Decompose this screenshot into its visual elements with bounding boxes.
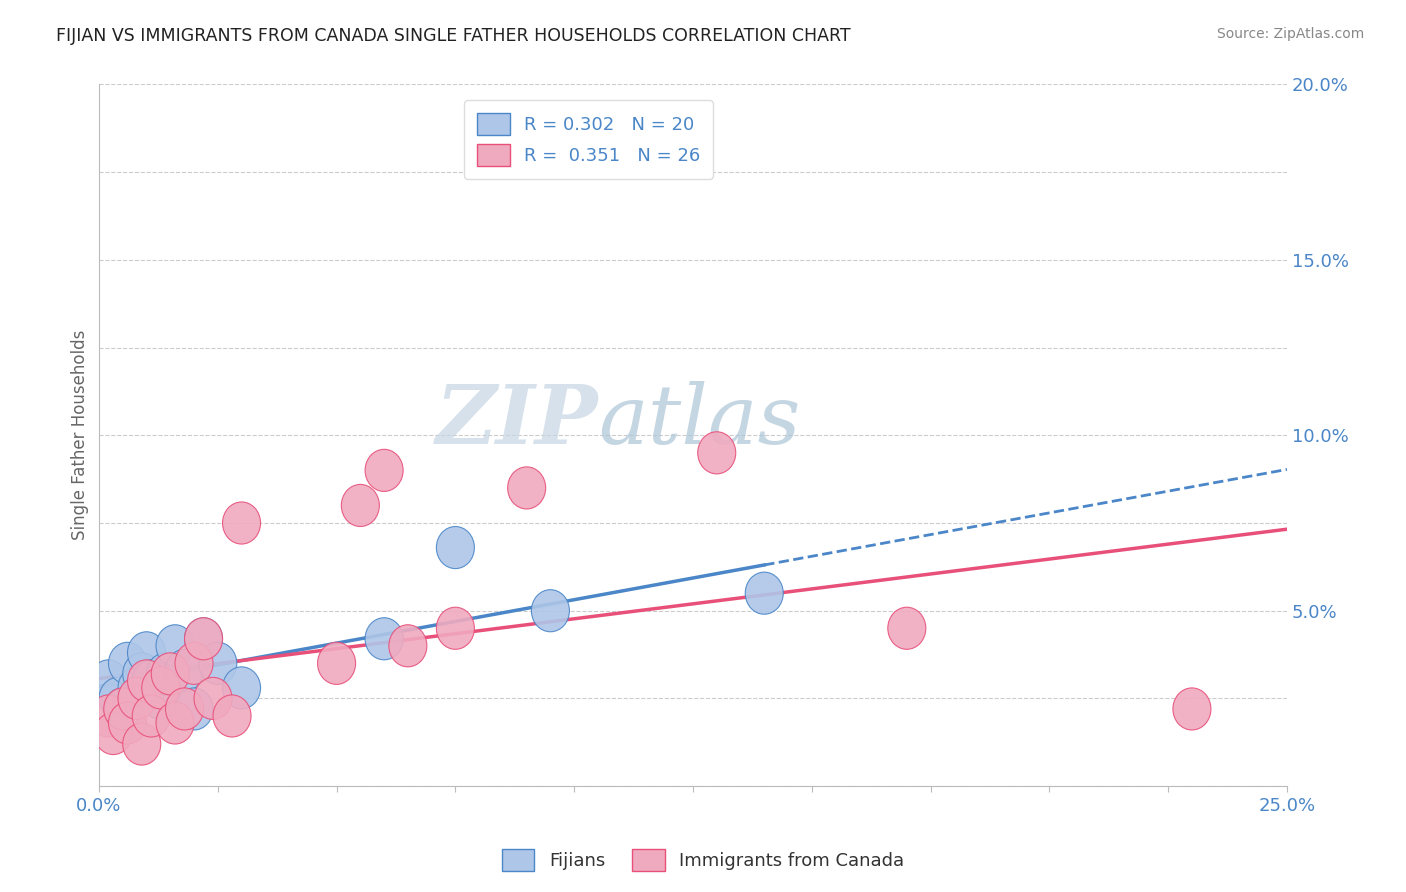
Ellipse shape	[156, 624, 194, 667]
Ellipse shape	[174, 642, 214, 684]
Ellipse shape	[104, 688, 142, 730]
Ellipse shape	[128, 660, 166, 702]
Legend: R = 0.302   N = 20, R =  0.351   N = 26: R = 0.302 N = 20, R = 0.351 N = 26	[464, 101, 713, 178]
Ellipse shape	[745, 572, 783, 615]
Ellipse shape	[132, 695, 170, 737]
Ellipse shape	[184, 618, 222, 660]
Ellipse shape	[118, 667, 156, 709]
Text: ZIP: ZIP	[436, 381, 598, 461]
Text: FIJIAN VS IMMIGRANTS FROM CANADA SINGLE FATHER HOUSEHOLDS CORRELATION CHART: FIJIAN VS IMMIGRANTS FROM CANADA SINGLE …	[56, 27, 851, 45]
Ellipse shape	[94, 713, 132, 755]
Ellipse shape	[214, 695, 252, 737]
Ellipse shape	[318, 642, 356, 684]
Ellipse shape	[366, 450, 404, 491]
Ellipse shape	[1173, 688, 1211, 730]
Ellipse shape	[122, 653, 160, 695]
Ellipse shape	[166, 688, 204, 730]
Ellipse shape	[697, 432, 735, 474]
Ellipse shape	[887, 607, 925, 649]
Ellipse shape	[122, 723, 160, 765]
Ellipse shape	[222, 667, 260, 709]
Ellipse shape	[184, 618, 222, 660]
Ellipse shape	[104, 688, 142, 730]
Ellipse shape	[142, 677, 180, 720]
Ellipse shape	[166, 649, 204, 691]
Ellipse shape	[90, 660, 128, 702]
Ellipse shape	[98, 677, 136, 720]
Ellipse shape	[198, 642, 236, 684]
Ellipse shape	[436, 526, 474, 568]
Ellipse shape	[108, 642, 146, 684]
Text: Source: ZipAtlas.com: Source: ZipAtlas.com	[1216, 27, 1364, 41]
Y-axis label: Single Father Households: Single Father Households	[72, 330, 89, 541]
Ellipse shape	[146, 653, 184, 695]
Ellipse shape	[142, 667, 180, 709]
Legend: Fijians, Immigrants from Canada: Fijians, Immigrants from Canada	[495, 842, 911, 879]
Ellipse shape	[132, 660, 170, 702]
Ellipse shape	[194, 677, 232, 720]
Ellipse shape	[152, 653, 190, 695]
Ellipse shape	[508, 467, 546, 509]
Ellipse shape	[436, 607, 474, 649]
Ellipse shape	[222, 502, 260, 544]
Ellipse shape	[389, 624, 427, 667]
Ellipse shape	[531, 590, 569, 632]
Ellipse shape	[108, 702, 146, 744]
Text: atlas: atlas	[598, 381, 800, 461]
Ellipse shape	[366, 618, 404, 660]
Ellipse shape	[174, 688, 214, 730]
Ellipse shape	[128, 632, 166, 673]
Ellipse shape	[342, 484, 380, 526]
Ellipse shape	[156, 702, 194, 744]
Ellipse shape	[90, 695, 128, 737]
Ellipse shape	[118, 677, 156, 720]
